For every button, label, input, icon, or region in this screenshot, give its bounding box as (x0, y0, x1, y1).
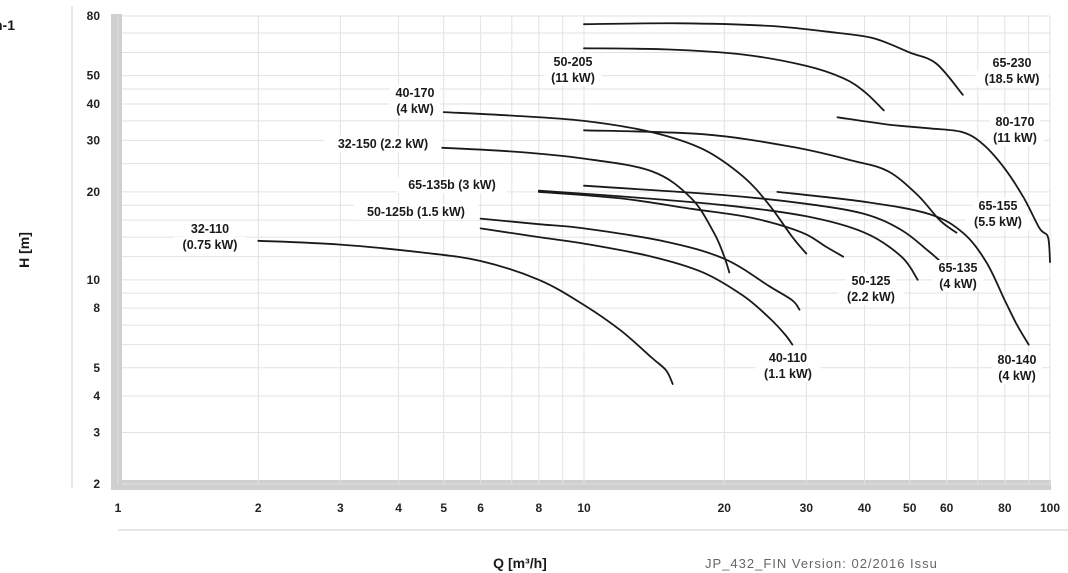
curve-label-bg (991, 368, 1043, 384)
y-tick-label: 50 (87, 69, 101, 83)
curve-label-bg (975, 71, 1049, 87)
curve-label-bg (965, 214, 1031, 230)
curve-label: 65-155 (979, 199, 1018, 213)
curve-label: 50-125b (1.5 kW) (367, 205, 465, 219)
curve-label: (2.2 kW) (847, 290, 895, 304)
x-tick-label: 30 (800, 501, 814, 515)
curve-label-bg (986, 130, 1044, 146)
curve-label-bg (838, 289, 904, 305)
curve-label-bg (986, 55, 1038, 71)
x-tick-label: 80 (998, 501, 1012, 515)
x-tick-label: 20 (718, 501, 732, 515)
grid (117, 15, 1051, 485)
y-tick-label: 8 (93, 301, 100, 315)
curve-32-150 (421, 146, 731, 274)
y-tick-labels: 2 3 4 5 8 10 20 30 40 50 80 (87, 9, 101, 491)
curve-label: 32-150 (2.2 kW) (338, 137, 428, 151)
x-axis-title: Q [m³/h] (493, 555, 547, 571)
y-axis-title: H [m] (16, 232, 32, 268)
corner-label: n-1 (0, 17, 15, 33)
x-axis-bar (111, 480, 1051, 490)
curve-label-bg (845, 273, 897, 289)
curve-label-bg (762, 350, 814, 366)
curve-label-bg (324, 136, 442, 152)
curve-65-155 (583, 129, 958, 234)
y-tick-label: 80 (87, 9, 101, 23)
x-tick-label: 6 (477, 501, 484, 515)
curve-label-bg (547, 54, 599, 70)
y-tick-label: 20 (87, 185, 101, 199)
curve-label: (18.5 kW) (985, 72, 1040, 86)
curve-label: 32-110 (191, 222, 229, 236)
curve-label: (1.1 kW) (764, 367, 812, 381)
curve-label-bg (932, 260, 984, 276)
x-tick-label: 8 (535, 501, 542, 515)
curve-label-bg (989, 114, 1041, 130)
curve-label: 65-135 (939, 261, 978, 275)
x-tick-label: 100 (1040, 501, 1060, 515)
curve-label-bg (972, 198, 1024, 214)
curve-label-bg (932, 276, 984, 292)
y-tick-label: 4 (93, 389, 100, 403)
x-tick-label: 60 (940, 501, 954, 515)
y-tick-label: 5 (93, 361, 100, 375)
x-tick-label: 50 (903, 501, 917, 515)
curve-labels: 32-110 (0.75 kW) 40-110 (1.1 kW) 50-125b (1.… (173, 54, 1049, 384)
x-tick-label: 1 (115, 501, 122, 515)
x-tick-label: 5 (440, 501, 447, 515)
footer-text: JP_432_FIN Version: 02/2016 Issu (705, 556, 938, 571)
y-tick-label: 40 (87, 97, 101, 111)
x-tick-label: 10 (577, 501, 591, 515)
curve-label-bg (544, 70, 602, 86)
curve-40-110 (479, 227, 794, 346)
curve-label: (4 kW) (396, 102, 434, 116)
curve-label: 50-205 (554, 55, 593, 69)
curve-label-bg (389, 85, 441, 101)
curve-label: (4 kW) (998, 369, 1036, 383)
curve-65-230 (583, 22, 964, 96)
curve-65-135 (583, 184, 941, 262)
curve-label-bg (173, 237, 247, 253)
curve-label-bg (353, 204, 479, 220)
curve-label-bg (397, 177, 507, 193)
curve-label: 65-135b (3 kW) (408, 178, 496, 192)
curve-label-bg (755, 366, 821, 382)
curve-label: 65-230 (993, 56, 1032, 70)
curve-label: (11 kW) (993, 131, 1037, 145)
y-tick-label: 3 (93, 426, 100, 440)
curve-label-bg (991, 352, 1043, 368)
curve-50-125 (537, 191, 845, 258)
curve-label-bg (389, 101, 441, 117)
curve-label: (4 kW) (939, 277, 977, 291)
pump-curves (257, 22, 1051, 385)
curve-label-bg (184, 221, 236, 237)
y-tick-label: 30 (87, 133, 101, 147)
curve-label: 40-110 (769, 351, 807, 365)
curve-label: 80-140 (998, 353, 1037, 367)
y-axis-bar (111, 14, 122, 490)
curve-32-110 (257, 239, 674, 385)
curve-50-125b (479, 217, 801, 311)
curve-label: 50-125 (852, 274, 891, 288)
curve-50-205 (583, 47, 885, 112)
curve-65-135b (537, 189, 919, 281)
x-tick-labels: 1 2 3 4 5 6 8 10 20 30 40 50 60 80 100 (115, 501, 1061, 515)
curve-80-140 (776, 191, 1030, 346)
y-tick-label: 2 (93, 477, 100, 491)
curve-80-170 (836, 116, 1051, 263)
curve-label: (5.5 kW) (974, 215, 1022, 229)
curve-label: 40-170 (396, 86, 435, 100)
x-tick-label: 3 (337, 501, 344, 515)
x-tick-label: 4 (395, 501, 402, 515)
curve-label: 80-170 (996, 115, 1035, 129)
curve-label: (0.75 kW) (183, 238, 238, 252)
x-tick-label: 40 (858, 501, 872, 515)
x-tick-label: 2 (255, 501, 262, 515)
y-tick-label: 10 (87, 273, 101, 287)
curve-label: (11 kW) (551, 71, 595, 85)
